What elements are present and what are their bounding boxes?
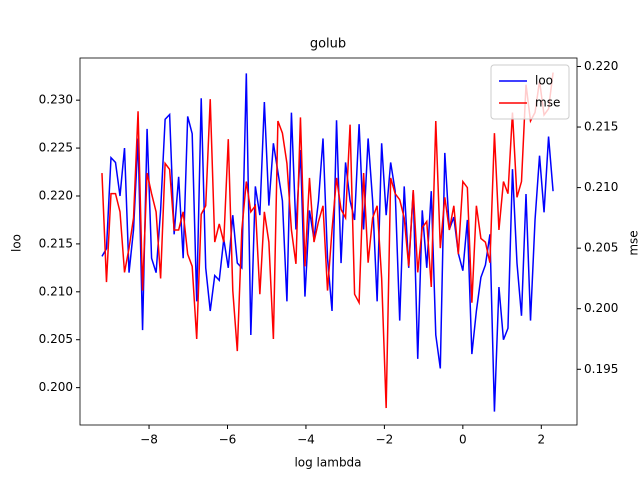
y-tick-label: 0.205 [39,332,73,346]
y-tick-label: 0.230 [39,93,73,107]
x-tick-label: 2 [537,433,545,447]
y2-tick-label: 0.200 [584,301,618,315]
x-tick-label: 0 [459,433,467,447]
plot-frame [79,57,578,426]
line-loo [101,73,554,412]
line-mse [101,72,554,409]
y2-axis-label: mse [627,230,640,255]
y-tick-label: 0.200 [39,380,73,394]
y2-tick-label: 0.210 [584,180,618,194]
legend-box [490,64,570,120]
chart-title: golub [310,37,346,52]
y2-tick-label: 0.195 [584,362,618,376]
y-tick-label: 0.210 [39,284,73,298]
x-tick-label: −6 [219,433,237,447]
legend-label: mse [535,96,560,110]
x-tick-label: −4 [297,433,315,447]
y-axis-label: loo [10,234,24,252]
legend-label: loo [535,74,553,88]
y-tick-label: 0.215 [39,236,73,250]
y2-tick-label: 0.215 [584,120,618,134]
x-axis-label: log lambda [294,456,361,470]
x-tick-label: −2 [376,433,394,447]
y2-tick-label: 0.205 [584,241,618,255]
y2-tick-label: 0.220 [584,59,618,73]
y-tick-label: 0.225 [39,141,73,155]
x-tick-label: −8 [140,433,158,447]
y-tick-label: 0.220 [39,188,73,202]
